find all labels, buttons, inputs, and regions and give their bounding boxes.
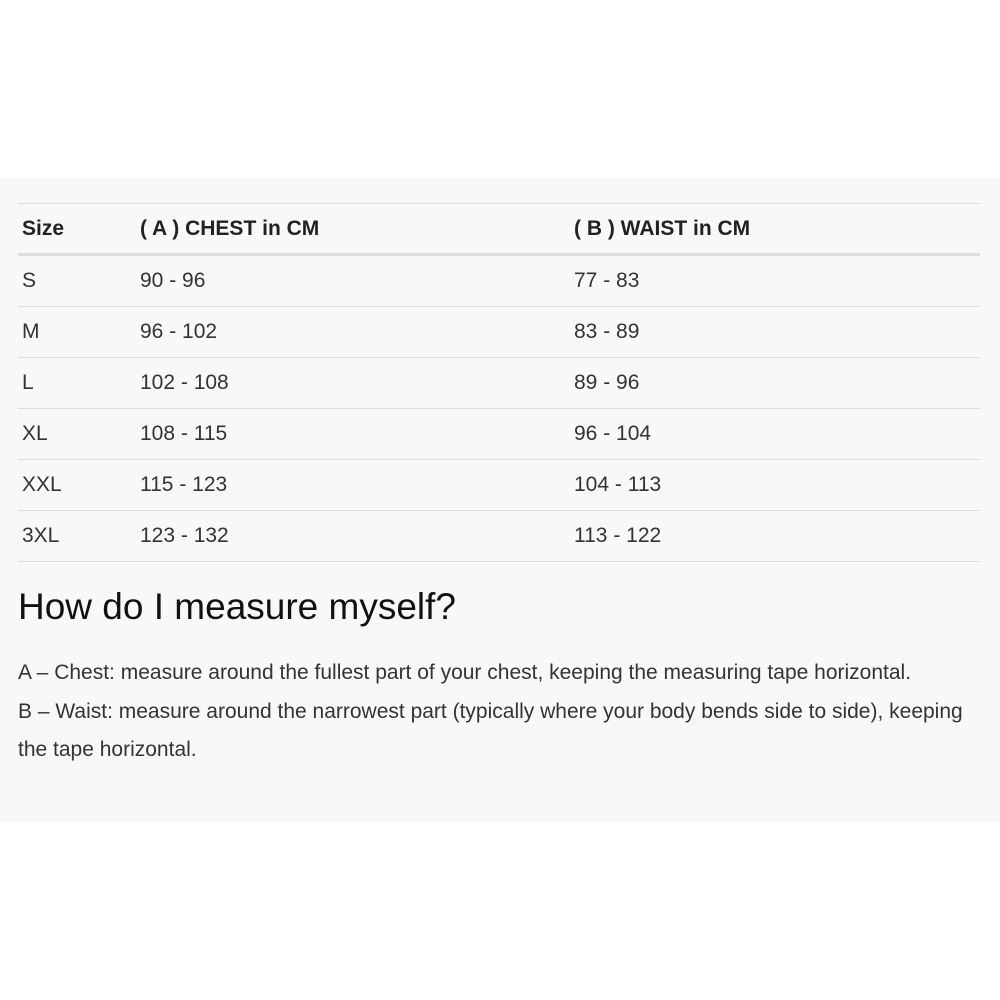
table-header-row: Size ( A ) CHEST in CM ( B ) WAIST in CM <box>18 203 980 256</box>
cell-waist: 83 - 89 <box>570 306 980 358</box>
table-row: L 102 - 108 89 - 96 <box>18 357 980 409</box>
cell-size: M <box>18 306 136 358</box>
table-row: M 96 - 102 83 - 89 <box>18 306 980 358</box>
cell-waist: 89 - 96 <box>570 357 980 409</box>
cell-size: XL <box>18 408 136 460</box>
size-table: Size ( A ) CHEST in CM ( B ) WAIST in CM… <box>18 203 980 562</box>
column-header-waist: ( B ) WAIST in CM <box>570 203 980 256</box>
table-row: XL 108 - 115 96 - 104 <box>18 408 980 460</box>
cell-size: 3XL <box>18 510 136 562</box>
guide-title: How do I measure myself? <box>18 586 457 627</box>
cell-size: L <box>18 357 136 409</box>
table-row: 3XL 123 - 132 113 - 122 <box>18 510 980 562</box>
cell-chest: 123 - 132 <box>136 510 570 562</box>
table-row: XXL 115 - 123 104 - 113 <box>18 459 980 511</box>
cell-size: S <box>18 254 136 307</box>
column-header-size: Size <box>18 203 136 256</box>
cell-chest: 102 - 108 <box>136 357 570 409</box>
guide-item-chest: A – Chest: measure around the fullest pa… <box>18 661 912 684</box>
cell-waist: 77 - 83 <box>570 254 980 307</box>
column-header-chest: ( A ) CHEST in CM <box>136 203 570 256</box>
table-row: S 90 - 96 77 - 83 <box>18 254 980 307</box>
guide-item-waist: B – Waist: measure around the narrowest … <box>18 699 963 762</box>
cell-chest: 96 - 102 <box>136 306 570 358</box>
cell-chest: 115 - 123 <box>136 459 570 511</box>
cell-chest: 108 - 115 <box>136 408 570 460</box>
cell-waist: 113 - 122 <box>570 510 980 562</box>
cell-size: XXL <box>18 459 136 511</box>
size-chart-panel: Size ( A ) CHEST in CM ( B ) WAIST in CM… <box>0 178 1000 822</box>
cell-waist: 104 - 113 <box>570 459 980 511</box>
cell-chest: 90 - 96 <box>136 254 570 307</box>
cell-waist: 96 - 104 <box>570 408 980 460</box>
guide-description: A – Chest: measure around the fullest pa… <box>18 654 968 770</box>
